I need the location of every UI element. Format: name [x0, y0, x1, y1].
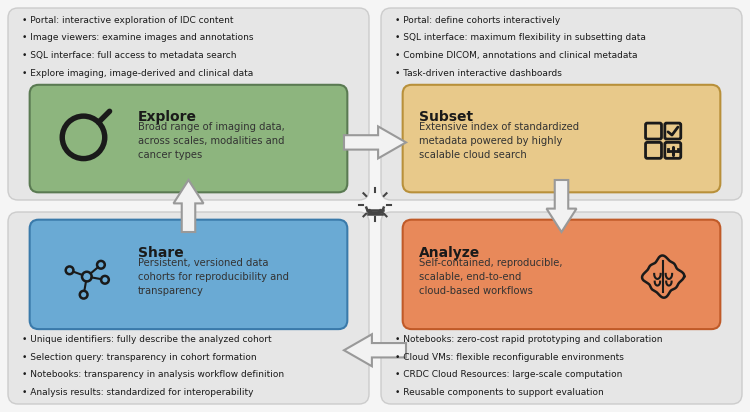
FancyBboxPatch shape [403, 220, 720, 329]
FancyBboxPatch shape [30, 220, 347, 329]
Text: • Notebooks: transparency in analysis workflow definition: • Notebooks: transparency in analysis wo… [22, 370, 284, 379]
Text: Extensive index of standardized
metadata powered by highly
scalable cloud search: Extensive index of standardized metadata… [419, 122, 579, 160]
Polygon shape [344, 126, 406, 158]
FancyBboxPatch shape [381, 8, 742, 200]
Text: • Combine DICOM, annotations and clinical metadata: • Combine DICOM, annotations and clinica… [395, 51, 638, 60]
Text: • CRDC Cloud Resources: large-scale computation: • CRDC Cloud Resources: large-scale comp… [395, 370, 622, 379]
Text: • Explore imaging, image-derived and clinical data: • Explore imaging, image-derived and cli… [22, 69, 254, 78]
Text: • Cloud VMs: flexible reconfigurable environments: • Cloud VMs: flexible reconfigurable env… [395, 353, 624, 362]
Text: Share: Share [138, 246, 184, 260]
FancyBboxPatch shape [403, 85, 720, 192]
Text: • Image viewers: examine images and annotations: • Image viewers: examine images and anno… [22, 33, 254, 42]
Text: • Reusable components to support evaluation: • Reusable components to support evaluat… [395, 388, 604, 397]
Text: • SQL interface: maximum flexibility in subsetting data: • SQL interface: maximum flexibility in … [395, 33, 646, 42]
Text: Self-contained, reproducible,
scalable, end-to-end
cloud-based workflows: Self-contained, reproducible, scalable, … [419, 258, 562, 295]
Text: Explore: Explore [138, 110, 196, 124]
Polygon shape [547, 180, 577, 232]
Text: Subset: Subset [419, 110, 472, 124]
FancyBboxPatch shape [381, 212, 742, 404]
FancyBboxPatch shape [8, 8, 369, 200]
Polygon shape [173, 180, 203, 232]
Text: • Selection query: transparency in cohort formation: • Selection query: transparency in cohor… [22, 353, 257, 362]
Text: Analyze: Analyze [419, 246, 480, 260]
Text: • Portal: define cohorts interactively: • Portal: define cohorts interactively [395, 16, 561, 25]
Text: • Portal: interactive exploration of IDC content: • Portal: interactive exploration of IDC… [22, 16, 234, 25]
Text: Persistent, versioned data
cohorts for reproducibility and
transparency: Persistent, versioned data cohorts for r… [138, 258, 289, 295]
Text: • Notebooks: zero-cost rapid prototyping and collaboration: • Notebooks: zero-cost rapid prototyping… [395, 335, 663, 344]
Text: • Task-driven interactive dashboards: • Task-driven interactive dashboards [395, 69, 562, 78]
Text: • Unique identifiers: fully describe the analyzed cohort: • Unique identifiers: fully describe the… [22, 335, 272, 344]
Text: • SQL interface: full access to metadata search: • SQL interface: full access to metadata… [22, 51, 237, 60]
FancyBboxPatch shape [30, 85, 347, 192]
Polygon shape [344, 334, 406, 366]
Text: Broad range of imaging data,
across scales, modalities and
cancer types: Broad range of imaging data, across scal… [138, 122, 284, 160]
Text: • Analysis results: standardized for interoperability: • Analysis results: standardized for int… [22, 388, 254, 397]
FancyBboxPatch shape [8, 212, 369, 404]
